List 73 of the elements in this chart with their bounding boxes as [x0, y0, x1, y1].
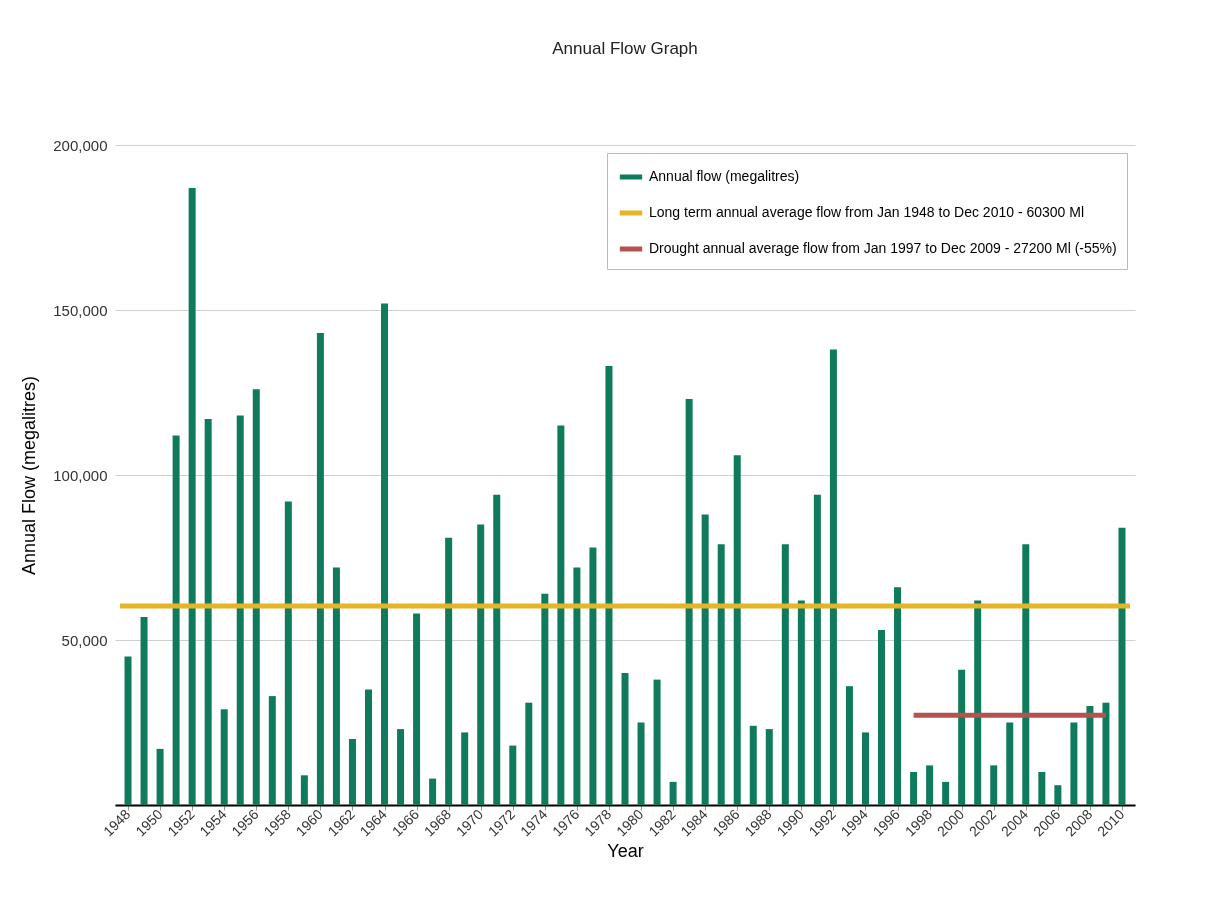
bar [316, 333, 324, 805]
bar [878, 630, 886, 805]
bar [557, 425, 565, 805]
y-tick-label: 200,000 [53, 136, 108, 154]
bar [829, 349, 837, 805]
bar [958, 669, 966, 805]
bar [813, 494, 821, 805]
bar [926, 765, 934, 805]
legend-label: Long term annual average flow from Jan 1948 to Dec 2010 - 60300 Ml [649, 204, 1085, 220]
bar [236, 415, 244, 805]
bar [300, 775, 308, 805]
bar [445, 537, 453, 805]
bar [397, 729, 405, 805]
bar [894, 587, 902, 805]
bar [461, 732, 469, 805]
bar [605, 366, 613, 805]
bar [493, 494, 501, 805]
x-axis-title: Year [607, 841, 644, 862]
bar [204, 418, 212, 805]
bar [381, 303, 389, 805]
bar [140, 616, 148, 805]
bar [268, 696, 276, 805]
bar [701, 514, 709, 805]
bar [589, 547, 597, 805]
bar [990, 765, 998, 805]
bar [124, 656, 132, 805]
bar [1038, 772, 1046, 805]
bar [284, 501, 292, 805]
bar [765, 729, 773, 805]
bar [1086, 706, 1094, 805]
bar [220, 709, 228, 805]
bar [685, 399, 693, 805]
bar [477, 524, 485, 805]
bar [797, 600, 805, 805]
bar [749, 725, 757, 805]
bar [188, 187, 196, 805]
bar [1006, 722, 1014, 805]
legend-label: Annual flow (megalitres) [649, 168, 800, 184]
legend-label: Drought annual average flow from Jan 1997 to Dec 2009 - 27200 Ml (-55%) [649, 240, 1117, 256]
chart-title: Annual Flow Graph [552, 39, 698, 58]
bar [637, 722, 645, 805]
bar [364, 689, 372, 805]
y-axis-title: Annual Flow (megalitres) [19, 375, 40, 576]
bar [845, 686, 853, 805]
bar [509, 745, 517, 805]
bar [332, 567, 340, 805]
bar [172, 435, 180, 805]
bar [653, 679, 661, 805]
bar [669, 781, 677, 805]
bar [621, 673, 629, 805]
bar [974, 600, 982, 805]
bar [717, 544, 725, 805]
bar [1118, 527, 1126, 805]
bar [541, 593, 549, 805]
bar [1070, 722, 1078, 805]
bar [733, 455, 741, 805]
bar [429, 778, 437, 805]
bar [252, 389, 260, 805]
bar [573, 567, 581, 805]
bar [525, 702, 533, 805]
bar [1054, 785, 1062, 805]
bar [348, 739, 356, 805]
bar [861, 732, 869, 805]
bar [1102, 702, 1110, 805]
bar [942, 781, 950, 805]
bar [910, 772, 918, 805]
bar [781, 544, 789, 805]
y-tick-label: 150,000 [53, 301, 108, 319]
bar [1022, 544, 1030, 805]
y-tick-label: 100,000 [53, 466, 108, 484]
bar [413, 613, 421, 805]
y-tick-label: 50,000 [61, 631, 108, 649]
bar [156, 748, 164, 805]
